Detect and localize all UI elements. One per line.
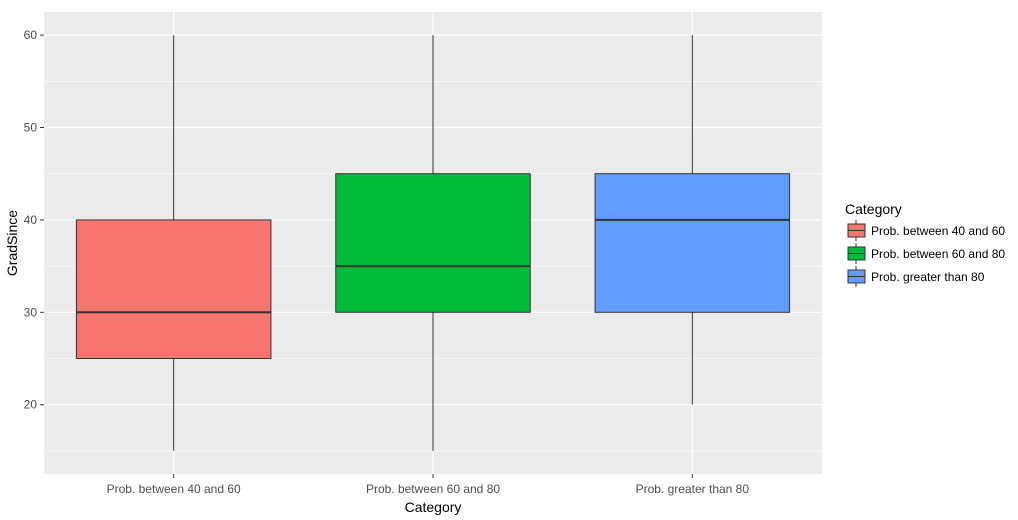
box-iqr: [75, 219, 272, 359]
legend-label: Prob. between 40 and 60: [871, 224, 1005, 238]
box-3: [594, 35, 791, 405]
box-1: [75, 35, 272, 451]
y-tick-label: 20: [24, 398, 38, 412]
legend-label: Prob. greater than 80: [871, 270, 985, 284]
legend: Category Prob. between 40 and 60 Prob. be…: [845, 201, 1005, 287]
legend-entry-1: Prob. between 40 and 60: [847, 220, 1005, 241]
boxes: [75, 35, 791, 451]
x-tick-label: Prob. greater than 80: [636, 482, 750, 496]
box-iqr: [594, 173, 791, 313]
y-tick-label: 50: [24, 121, 38, 135]
legend-label: Prob. between 60 and 80: [871, 247, 1005, 261]
legend-entry-2: Prob. between 60 and 80: [847, 243, 1005, 264]
legend-entry-3: Prob. greater than 80: [847, 266, 985, 287]
x-tick-label: Prob. between 60 and 80: [366, 482, 500, 496]
box-iqr: [335, 173, 531, 313]
box-2: [335, 35, 531, 451]
x-axis-ticks: Prob. between 40 and 60 Prob. between 60 …: [107, 474, 750, 496]
y-axis-title: GradSince: [4, 210, 20, 276]
y-axis-ticks: 20 30 40 50 60: [24, 28, 44, 412]
y-tick-label: 40: [24, 213, 38, 227]
x-axis-title: Category: [405, 499, 462, 515]
y-tick-label: 30: [24, 305, 38, 319]
legend-title: Category: [845, 201, 902, 217]
x-tick-label: Prob. between 40 and 60: [107, 482, 241, 496]
y-tick-label: 60: [24, 28, 38, 42]
